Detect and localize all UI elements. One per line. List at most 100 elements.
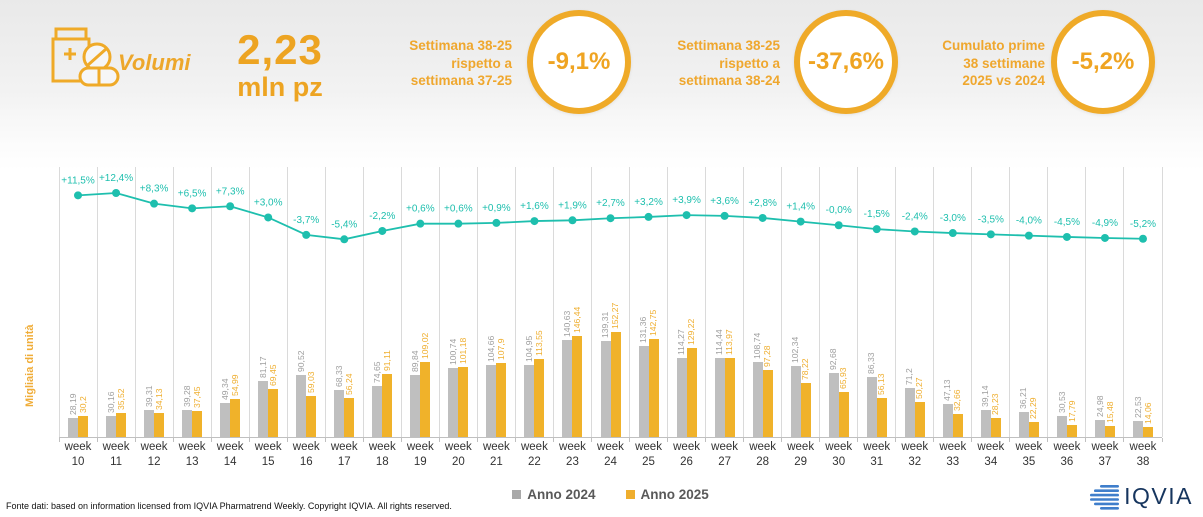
- trend-line-marker: [1100, 233, 1109, 242]
- axis-tick: [1123, 438, 1125, 442]
- x-axis-label: week 37: [1091, 441, 1119, 468]
- gridline: [1161, 167, 1163, 437]
- trend-line-label: -3,7%: [293, 215, 319, 226]
- trend-line-marker: [758, 213, 767, 222]
- bar-anno-2024: [296, 374, 307, 437]
- trend-line-marker: [986, 230, 995, 239]
- trend-line-label: -3,5%: [978, 214, 1004, 225]
- x-axis-label: week 18: [368, 441, 396, 468]
- trend-line-marker: [378, 226, 387, 235]
- x-axis-label: week 14: [216, 441, 244, 468]
- legend-label: Anno 2024: [527, 487, 596, 502]
- bar-anno-2024: [790, 366, 801, 437]
- trend-line-marker: [264, 213, 273, 222]
- axis-tick: [248, 438, 250, 442]
- trend-line-marker: [720, 211, 729, 220]
- plot-area: 28,19 30,2 30,16 35,52 39,31 34,13 39,28 37,45 4…: [58, 167, 1163, 442]
- gridline: [971, 167, 973, 437]
- trend-line-label: -1,5%: [864, 209, 890, 220]
- axis-tick: [819, 438, 821, 442]
- trend-line-layer: +11,5% +12,4% +8,3% +6,5% +7,3% +3,0% -3,7% -5,…: [61, 173, 1156, 244]
- x-axis-label: week 35: [1015, 441, 1043, 468]
- trend-line-label: +0,6%: [444, 204, 473, 215]
- gridline: [96, 167, 98, 437]
- pharmacy-pills-icon: [46, 24, 120, 93]
- axis-tick: [400, 438, 402, 442]
- trend-line-label: -2,4%: [902, 211, 928, 222]
- bar-anno-2025: [990, 417, 1001, 437]
- axis-tick: [590, 438, 592, 442]
- trend-line-marker: [568, 216, 577, 225]
- axis-tick: [324, 438, 326, 442]
- trend-line-label: +0,6%: [406, 204, 435, 215]
- bar-anno-2024: [258, 381, 269, 437]
- axis-tick: [1085, 438, 1087, 442]
- trend-line-marker: [188, 204, 197, 213]
- gridline: [286, 167, 288, 437]
- axis-tick: [933, 438, 935, 442]
- x-axis-label: week 20: [444, 441, 472, 468]
- bar-anno-2024: [1056, 415, 1067, 437]
- axis-tick: [96, 438, 98, 442]
- x-axis-label: week 36: [1053, 441, 1081, 468]
- bar-anno-2024: [562, 339, 573, 437]
- bar-anno-2024: [714, 358, 725, 437]
- bar-anno-2024: [904, 387, 915, 437]
- trend-line-label: +3,6%: [710, 196, 739, 207]
- gridline: [933, 167, 935, 437]
- bar-anno-2024: [448, 367, 459, 437]
- gridline: [514, 167, 516, 437]
- bar-anno-2025: [230, 399, 241, 437]
- x-axis-label: week 34: [977, 441, 1005, 468]
- trend-line-label: +7,3%: [216, 186, 245, 197]
- gridline: [362, 167, 364, 437]
- kpi-week-vs-last-year-value: -37,6%: [794, 10, 898, 114]
- trend-line-marker: [1138, 234, 1147, 243]
- axis-tick: [552, 438, 554, 442]
- chart-legend: Anno 2024 Anno 2025: [59, 487, 1162, 502]
- kpi-cumulative-label: Cumulato prime 38 settimane 2025 vs 2024: [942, 38, 1045, 88]
- bar-anno-2025: [572, 335, 583, 437]
- bar-anno-2024: [1132, 421, 1143, 437]
- trend-line-marker: [416, 219, 425, 228]
- trend-line-label: +3,9%: [672, 195, 701, 206]
- headline-metric-value: 2,23: [237, 26, 323, 73]
- x-axis-label: week 22: [520, 441, 548, 468]
- axis-tick: [629, 438, 631, 442]
- bar-anno-2025: [116, 412, 127, 437]
- trend-line-marker: [910, 227, 919, 236]
- trend-line-marker: [606, 214, 615, 223]
- x-axis-label: week 13: [178, 441, 206, 468]
- gridline: [134, 167, 136, 437]
- trend-line-marker: [302, 230, 311, 239]
- gridline: [895, 167, 897, 437]
- x-axis-label: week 17: [330, 441, 358, 468]
- iqvia-logo-stripes-icon: [1090, 484, 1120, 510]
- bar-anno-2024: [1094, 419, 1105, 437]
- bar-anno-2024: [866, 377, 877, 437]
- axis-tick: [286, 438, 288, 442]
- legend-label: Anno 2025: [640, 487, 709, 502]
- bar-anno-2025: [800, 383, 811, 437]
- trend-line-label: +1,9%: [558, 200, 587, 211]
- bar-anno-2024: [752, 361, 763, 437]
- trend-line-marker: [150, 199, 159, 208]
- page-title: Volumi: [118, 50, 191, 75]
- axis-tick: [971, 438, 973, 442]
- gridline: [1085, 167, 1087, 437]
- x-axis-label: week 16: [292, 441, 320, 468]
- bar-anno-2024: [980, 410, 991, 437]
- trend-line-label: -2,2%: [369, 211, 395, 222]
- axis-tick: [210, 438, 212, 442]
- trend-line-label: +8,3%: [140, 184, 169, 195]
- kpi-week-vs-last-year-label: Settimana 38-25 rispetto a settimana 38-…: [677, 38, 780, 88]
- bar-anno-2025: [610, 331, 621, 437]
- bar-anno-2025: [1066, 424, 1077, 437]
- gridline: [743, 167, 745, 437]
- axis-tick: [1009, 438, 1011, 442]
- gridline: [1009, 167, 1011, 437]
- axis-tick: [134, 438, 136, 442]
- x-axis-label: week 26: [673, 441, 700, 468]
- bar-anno-2025: [154, 413, 165, 437]
- bar-anno-2024: [106, 416, 117, 437]
